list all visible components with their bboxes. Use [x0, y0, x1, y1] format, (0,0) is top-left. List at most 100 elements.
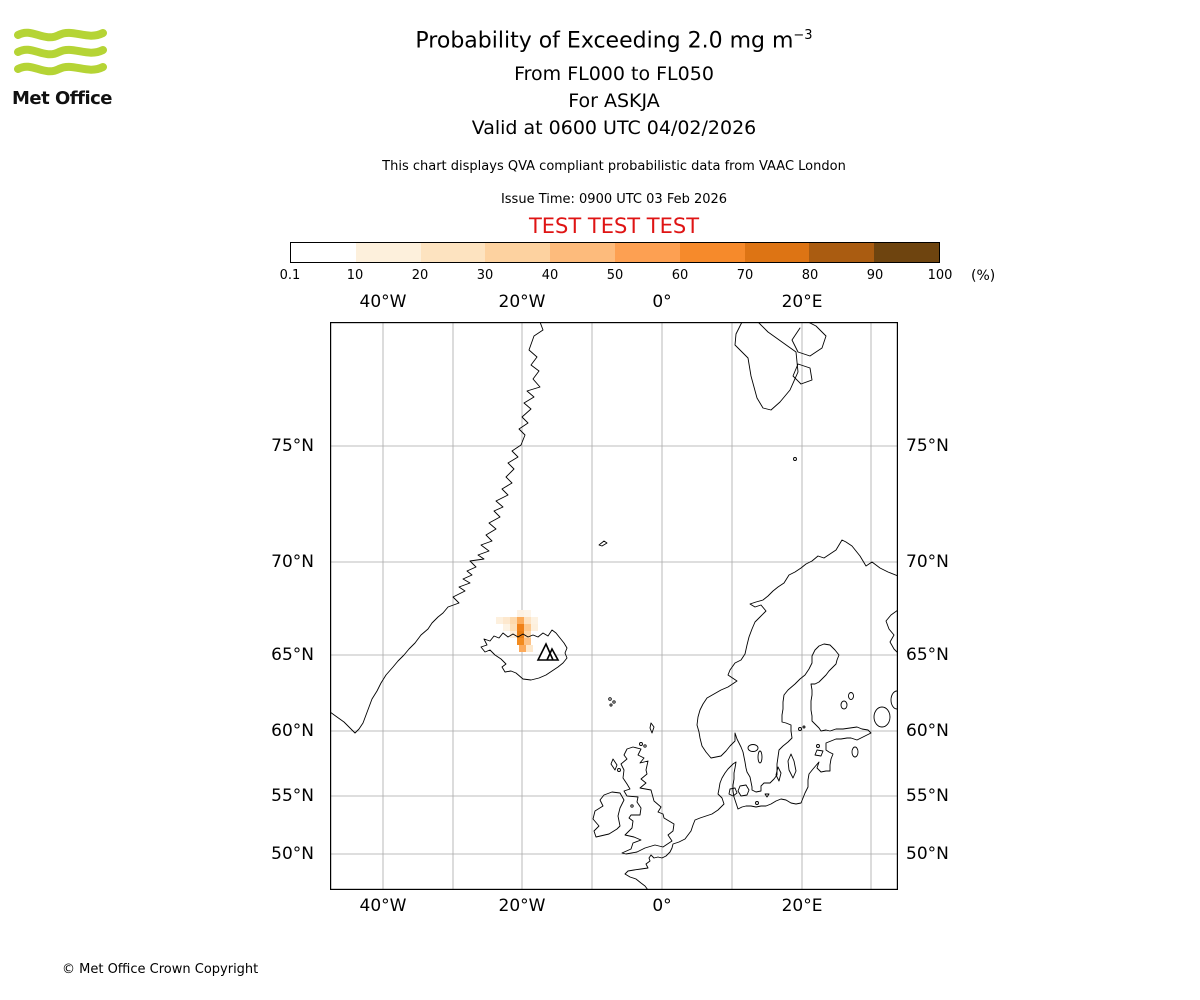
coast-saaremaa	[814, 749, 824, 757]
ash-probability-cell	[524, 624, 531, 631]
colorbar-tick-label: 80	[801, 268, 819, 283]
lon-label-top: 40°W	[359, 292, 407, 312]
coast-great-britain	[620, 746, 675, 855]
lat-label-right: 65°N	[906, 645, 949, 665]
page-title: Probability of Exceeding 2.0 mg m−3	[415, 28, 812, 53]
ash-probability-cell	[517, 624, 524, 631]
qva-compliance-note: This chart displays QVA compliant probab…	[382, 159, 846, 174]
ash-probability-cell	[503, 624, 510, 631]
copyright-text: © Met Office Crown Copyright	[62, 962, 259, 977]
map-canvas	[330, 322, 898, 890]
lon-label-top: 20°W	[498, 292, 546, 312]
lon-label-bottom: 20°W	[498, 896, 546, 916]
logo-waves-icon	[14, 28, 107, 76]
ash-probability-cell	[524, 631, 531, 638]
ash-probability-cell	[524, 610, 531, 617]
colorbar-tick-label: 10	[346, 268, 364, 283]
coast-jan-mayen	[598, 540, 608, 547]
colorbar-tick-label: 60	[671, 268, 689, 283]
coast-scandinavia-europe	[624, 539, 898, 890]
colorbar-tick-label: 50	[606, 268, 624, 283]
ash-probability-cell	[496, 617, 503, 624]
colorbar-segment	[744, 243, 810, 262]
title-exponent: −3	[793, 28, 813, 43]
subtitle-flight-levels: From FL000 to FL050	[514, 63, 714, 85]
subtitle-valid-time: Valid at 0600 UTC 04/02/2026	[471, 117, 757, 139]
lat-label-left: 75°N	[271, 436, 314, 456]
colorbar-segment	[809, 243, 875, 262]
lat-label-left: 70°N	[271, 552, 314, 572]
coast-zealand	[737, 784, 750, 797]
coast-bear-island	[793, 457, 797, 461]
subtitle-volcano: For ASKJA	[568, 90, 660, 112]
lake-vanern	[747, 744, 759, 752]
ash-probability-cell	[517, 610, 524, 617]
lat-label-right: 75°N	[906, 436, 949, 456]
ash-probability-cell	[517, 631, 524, 638]
colorbar-tick-label: 0.1	[279, 268, 301, 283]
met-office-logo: Met Office	[12, 24, 113, 109]
colorbar-tick-label: 40	[541, 268, 559, 283]
colorbar-tick-label: 70	[736, 268, 754, 283]
coast-iceland	[480, 629, 568, 681]
colorbar-segment	[485, 243, 551, 262]
coast-gotland	[787, 753, 797, 779]
test-banner: TEST TEST TEST	[528, 214, 700, 238]
lon-label-bottom: 0°	[652, 896, 672, 916]
lake-peipus	[851, 746, 859, 758]
volcano-marker-icon	[536, 642, 560, 661]
coast-ireland	[592, 791, 625, 838]
ash-probability-cell	[531, 624, 538, 631]
map-border	[330, 322, 898, 890]
logo-text: Met Office	[12, 88, 113, 109]
coast-oland	[775, 766, 782, 782]
ash-probability-cell	[524, 638, 531, 645]
colorbar-tick-label: 100	[927, 268, 953, 283]
lon-label-bottom: 20°E	[781, 896, 823, 916]
lat-label-left: 55°N	[271, 786, 314, 806]
title-text: Probability of Exceeding 2.0 mg m	[415, 28, 794, 54]
colorbar-segment	[550, 243, 615, 262]
ash-probability-cells	[496, 610, 538, 652]
coast-funen	[728, 787, 738, 797]
ash-probability-cell	[510, 624, 517, 631]
coast-bornholm	[764, 793, 770, 798]
graticule-gridlines	[330, 322, 898, 890]
colorbar-segment	[420, 243, 486, 262]
coast-svalbard	[734, 322, 799, 411]
colorbar-unit-label: (%)	[971, 268, 996, 284]
ash-probability-cell	[503, 617, 510, 624]
issue-time: Issue Time: 0900 UTC 03 Feb 2026	[500, 192, 728, 207]
colorbar-segment	[291, 243, 356, 262]
lake-ladoga	[873, 706, 891, 728]
ash-probability-cell	[524, 617, 531, 624]
colorbar-segment	[679, 243, 745, 262]
lat-label-left: 65°N	[271, 645, 314, 665]
lat-label-right: 60°N	[906, 721, 949, 741]
lon-label-bottom: 40°W	[359, 896, 407, 916]
lake-vattern	[757, 750, 763, 764]
ash-probability-cell	[531, 617, 538, 624]
coast-greenland	[330, 322, 544, 734]
colorbar	[290, 242, 940, 263]
lat-label-right: 55°N	[906, 786, 949, 806]
lat-label-left: 60°N	[271, 721, 314, 741]
colorbar-tick-label: 20	[411, 268, 429, 283]
ash-probability-cell	[519, 645, 526, 652]
colorbar-segment	[614, 243, 680, 262]
ash-probability-cell	[517, 638, 524, 645]
colorbar-segment	[355, 243, 421, 262]
colorbar-tick-label: 90	[866, 268, 884, 283]
colorbar-segments	[291, 243, 939, 262]
ash-probability-cell	[526, 645, 533, 652]
ash-probability-cell	[517, 617, 524, 624]
colorbar-segment	[874, 243, 939, 262]
colorbar-tick-label: 30	[476, 268, 494, 283]
ash-probability-cell	[510, 617, 517, 624]
lon-label-top: 0°	[652, 292, 672, 312]
lon-label-top: 20°E	[781, 292, 823, 312]
coastlines	[330, 322, 898, 890]
lat-label-left: 50°N	[271, 844, 314, 864]
lat-label-right: 50°N	[906, 844, 949, 864]
